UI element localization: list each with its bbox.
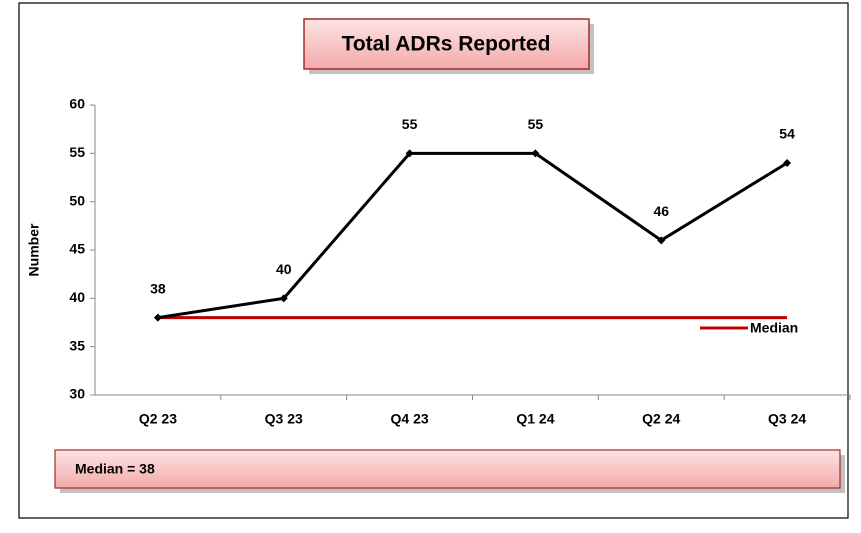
y-tick-label: 30 <box>69 386 85 402</box>
y-tick-label: 55 <box>69 144 85 160</box>
data-label: 55 <box>528 116 544 132</box>
data-marker <box>657 236 666 245</box>
data-marker <box>153 313 162 322</box>
data-line <box>157 151 788 320</box>
data-marker <box>279 294 288 303</box>
legend-label: Median <box>750 320 798 336</box>
annotation-box <box>54 449 841 489</box>
y-tick-label: 40 <box>69 289 85 305</box>
y-tick-label: 50 <box>69 192 85 208</box>
title-box <box>303 18 590 70</box>
data-marker <box>783 159 792 167</box>
annotation: Median = 38 <box>75 461 155 477</box>
y-tick-label: 60 <box>69 96 85 112</box>
data-label: 54 <box>779 126 795 142</box>
data-label: 40 <box>276 261 292 277</box>
data-marker <box>405 149 414 158</box>
chart-title: Total ADRs Reported <box>342 33 551 56</box>
x-tick-label: Q2 24 <box>642 411 680 427</box>
y-tick-label: 35 <box>69 337 85 353</box>
data-marker <box>531 149 540 158</box>
x-tick-label: Q3 24 <box>768 411 806 427</box>
chart-border <box>18 2 849 519</box>
x-tick-label: Q3 23 <box>265 411 303 427</box>
x-tick-label: Q2 23 <box>139 411 177 427</box>
x-tick-label: Q1 24 <box>516 411 554 427</box>
y-axis-label: Number <box>26 223 42 276</box>
y-tick-label: 45 <box>69 241 85 257</box>
data-label: 55 <box>402 116 418 132</box>
x-tick-label: Q4 23 <box>391 411 429 427</box>
data-label: 38 <box>150 280 166 296</box>
data-label: 46 <box>653 203 669 219</box>
